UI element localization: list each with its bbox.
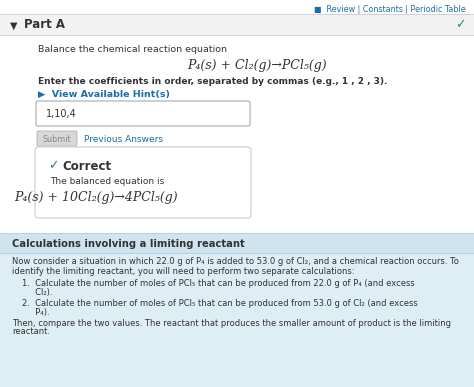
Text: identify the limiting reactant, you will need to perform two separate calculatio: identify the limiting reactant, you will… xyxy=(12,267,355,276)
FancyBboxPatch shape xyxy=(36,101,250,126)
Text: P₄(s) + 10Cl₂(g)→4PCl₅(g): P₄(s) + 10Cl₂(g)→4PCl₅(g) xyxy=(14,192,178,204)
Text: Now consider a situation in which 22.0 g of P₄ is added to 53.0 g of Cl₂, and a : Now consider a situation in which 22.0 g… xyxy=(12,257,459,267)
Text: P₄(s) + Cl₂(g)→PCl₅(g): P₄(s) + Cl₂(g)→PCl₅(g) xyxy=(187,60,327,72)
Text: Previous Answers: Previous Answers xyxy=(84,135,163,144)
Text: P₄).: P₄). xyxy=(22,308,50,317)
Text: Then, compare the two values. The reactant that produces the smaller amount of p: Then, compare the two values. The reacta… xyxy=(12,319,451,327)
Text: 2.  Calculate the number of moles of PCl₅ that can be produced from 53.0 g of Cl: 2. Calculate the number of moles of PCl₅… xyxy=(22,298,418,308)
FancyBboxPatch shape xyxy=(37,131,77,146)
Text: ■  Review | Constants | Periodic Table: ■ Review | Constants | Periodic Table xyxy=(314,5,466,14)
Bar xyxy=(0,233,474,387)
Bar xyxy=(0,14,474,35)
Text: 1,10,4: 1,10,4 xyxy=(46,109,77,119)
Text: Enter the coefficients in order, separated by commas (e.g., 1 , 2 , 3).: Enter the coefficients in order, separat… xyxy=(38,77,387,86)
Text: Submit: Submit xyxy=(43,135,71,144)
FancyBboxPatch shape xyxy=(35,147,251,218)
Text: ✓: ✓ xyxy=(456,19,466,31)
Text: Calculations involving a limiting reactant: Calculations involving a limiting reacta… xyxy=(12,239,245,249)
Text: Correct: Correct xyxy=(62,159,111,173)
Text: ▼: ▼ xyxy=(10,21,18,31)
Text: ▶  View Available Hint(s): ▶ View Available Hint(s) xyxy=(38,89,170,99)
Text: Part A: Part A xyxy=(24,19,65,31)
Text: ✓: ✓ xyxy=(48,159,58,173)
Text: 1.  Calculate the number of moles of PCl₅ that can be produced from 22.0 g of P₄: 1. Calculate the number of moles of PCl₅… xyxy=(22,279,415,288)
Bar xyxy=(0,233,474,253)
Bar xyxy=(0,35,474,233)
Text: reactant.: reactant. xyxy=(12,327,50,337)
Bar xyxy=(0,0,474,14)
Text: Cl₂).: Cl₂). xyxy=(22,288,53,298)
Text: Balance the chemical reaction equation: Balance the chemical reaction equation xyxy=(38,46,227,55)
Text: The balanced equation is: The balanced equation is xyxy=(50,176,164,185)
